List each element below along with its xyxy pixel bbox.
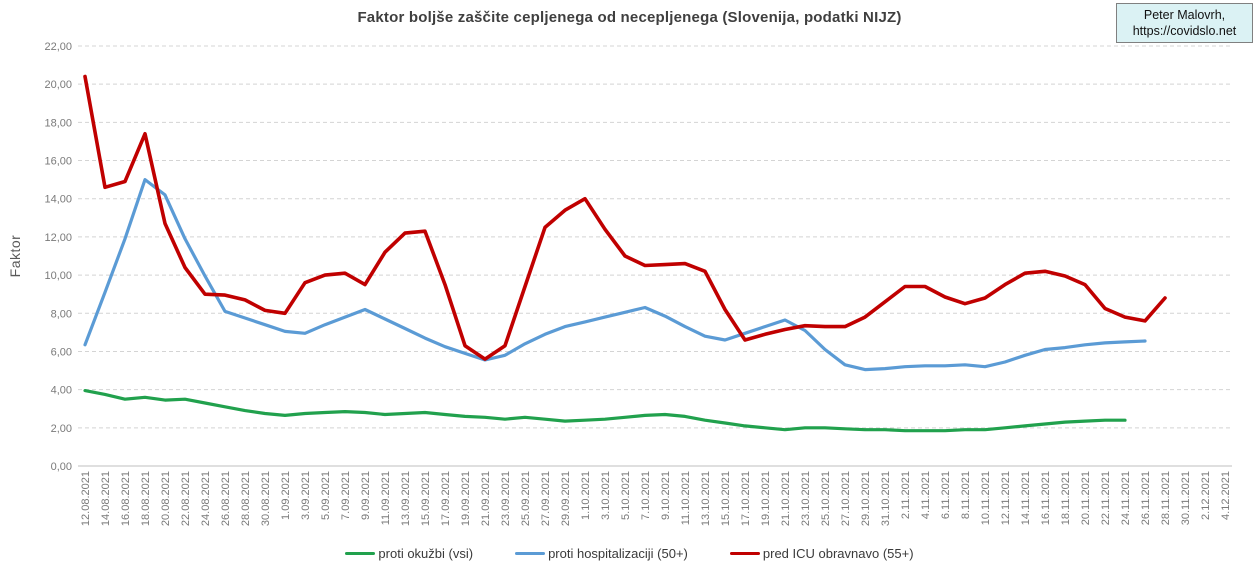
x-tick-label: 1.10.2021 [580,471,592,520]
credit-badge: Peter Malovrh, https://covidslo.net [1116,3,1253,43]
x-tick-label: 6.11.2021 [940,471,952,519]
x-tick-label: 24.08.2021 [200,471,212,526]
legend-swatch-okuzbe [345,551,376,556]
x-tick-label: 12.11.2021 [1000,471,1012,525]
x-tick-label: 1.09.2021 [280,471,292,520]
y-axis-title: Faktor [7,235,23,278]
y-tick-label: 6,00 [51,346,72,358]
x-tick-label: 13.09.2021 [400,471,412,526]
x-tick-label: 14.11.2021 [1020,471,1032,525]
x-tick-label: 23.09.2021 [500,471,512,526]
x-tick-label: 12.08.2021 [80,471,92,526]
y-tick-label: 12,00 [44,232,72,244]
x-tick-label: 11.10.2021 [680,471,692,525]
x-tick-label: 31.10.2021 [880,471,892,526]
x-tick-label: 30.11.2021 [1180,471,1192,525]
x-tick-label: 4.12.2021 [1220,471,1232,520]
x-tick-label: 16.11.2021 [1040,471,1052,525]
legend-label-okuzbe: proti okužbi (vsi) [378,546,474,561]
y-tick-label: 16,00 [44,156,72,168]
legend-swatch-hospitalizacije [515,551,546,556]
x-tick-label: 28.11.2021 [1160,471,1172,525]
x-tick-label: 22.11.2021 [1100,471,1112,525]
x-tick-label: 22.08.2021 [180,471,192,526]
x-tick-label: 9.09.2021 [360,471,372,520]
credit-url: https://covidslo.net [1132,24,1237,38]
x-tick-label: 2.12.2021 [1200,471,1212,520]
x-tick-label: 29.10.2021 [860,471,872,526]
x-tick-label: 21.10.2021 [780,471,792,526]
x-tick-label: 19.09.2021 [460,471,472,526]
x-tick-label: 17.10.2021 [740,471,752,526]
x-tick-label: 30.08.2021 [260,471,272,526]
x-tick-label: 10.11.2021 [980,471,992,525]
x-tick-label: 20.08.2021 [160,471,172,526]
x-tick-label: 16.08.2021 [120,471,132,526]
x-tick-label: 23.10.2021 [800,471,812,526]
x-tick-label: 14.08.2021 [100,471,112,526]
x-tick-label: 3.09.2021 [300,471,312,520]
credit-author: Peter Malovrh, [1143,8,1226,22]
x-tick-label: 25.09.2021 [520,471,532,526]
y-tick-label: 0,00 [51,461,72,473]
legend-label-icu: pred ICU obravnavo (55+) [762,546,914,561]
x-tick-label: 24.11.2021 [1120,471,1132,525]
x-tick-label: 5.10.2021 [620,471,632,520]
legend-item-hospitalizacije: proti hospitalizaciji (50+) [515,546,688,561]
legend-swatch-icu [729,551,760,556]
series-line-pred-icu [83,74,1167,361]
y-tick-label: 14,00 [44,194,72,206]
y-tick-label: 20,00 [44,79,72,91]
x-tick-label: 9.10.2021 [660,471,672,520]
x-tick-label: 29.09.2021 [560,471,572,526]
x-tick-label: 7.10.2021 [640,471,652,520]
x-tick-label: 8.11.2021 [960,471,972,519]
x-tick-label: 15.09.2021 [420,471,432,526]
x-tick-label: 26.11.2021 [1140,471,1152,525]
y-tick-label: 10,00 [44,270,72,282]
x-tick-label: 25.10.2021 [820,471,832,526]
x-tick-label: 26.08.2021 [220,471,232,526]
y-tick-label: 8,00 [51,308,72,320]
chart-title: Faktor boljše zaščite cepljenega od nece… [357,9,902,26]
y-tick-label: 2,00 [51,423,72,435]
legend-item-okuzbe: proti okužbi (vsi) [345,546,473,561]
y-tick-label: 22,00 [44,41,72,53]
series-line-proti-hospitalizaciji [83,178,1147,372]
series-line-proti-okuzbi [83,389,1127,433]
x-tick-label: 7.09.2021 [340,471,352,520]
y-tick-label: 18,00 [44,117,72,129]
x-tick-label: 20.11.2021 [1080,471,1092,525]
x-tick-label: 5.09.2021 [320,471,332,520]
x-tick-label: 15.10.2021 [720,471,732,526]
legend-item-icu: pred ICU obravnavo (55+) [729,546,914,561]
x-tick-label: 4.11.2021 [920,471,932,519]
x-tick-label: 18.08.2021 [140,471,152,526]
legend-label-hospitalizacije: proti hospitalizaciji (50+) [548,546,688,561]
y-tick-label: 4,00 [51,385,72,397]
x-tick-label: 27.10.2021 [840,471,852,526]
x-tick-label: 17.09.2021 [440,471,452,526]
x-tick-label: 3.10.2021 [600,471,612,520]
x-tick-label: 19.10.2021 [760,471,772,526]
chart-legend: proti okužbi (vsi) proti hospitalizaciji… [0,546,1259,561]
x-tick-label: 18.11.2021 [1060,471,1072,525]
x-tick-label: 13.10.2021 [700,471,712,526]
x-tick-label: 11.09.2021 [380,471,392,525]
x-tick-label: 21.09.2021 [480,471,492,526]
x-tick-label: 2.11.2021 [900,471,912,519]
x-tick-label: 27.09.2021 [540,471,552,526]
x-tick-label: 28.08.2021 [240,471,252,526]
